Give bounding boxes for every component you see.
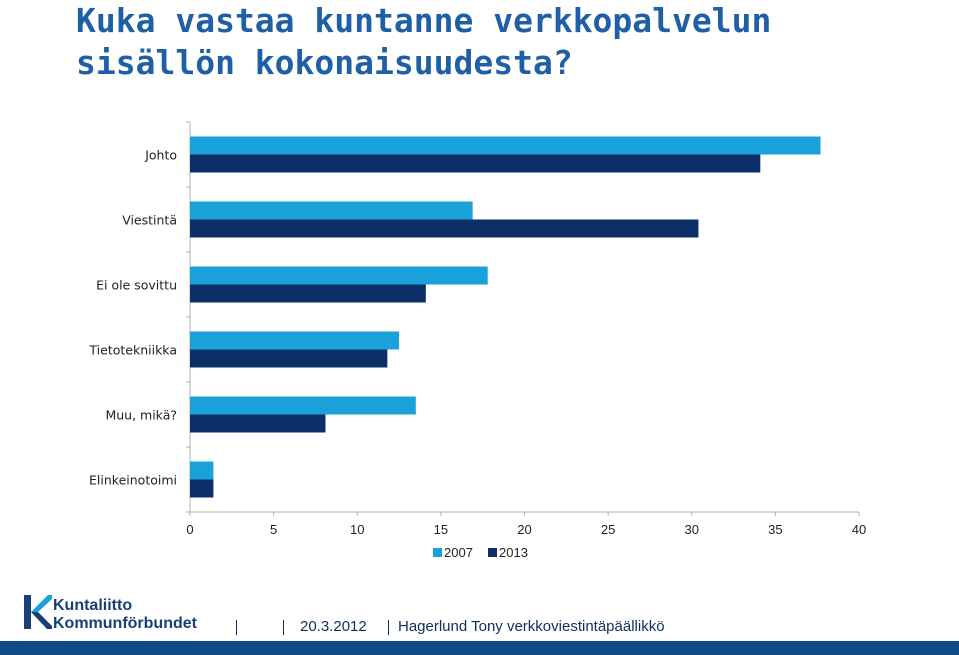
x-tick-label: 30 — [685, 522, 699, 537]
x-tick-label: 0 — [186, 522, 193, 537]
legend-swatch — [433, 548, 442, 557]
logo-line-1: Kuntaliitto — [53, 597, 133, 614]
bar-2013 — [190, 284, 426, 303]
bar-chart: 0 5 10 15 20 25 30 35 40 Johto Viestintä Ei ole sov… — [88, 121, 866, 560]
x-tick-label: 10 — [350, 522, 364, 537]
category-label: Muu, mikä? — [105, 408, 177, 423]
x-tick-label: 15 — [434, 522, 448, 537]
x-tick-label: 5 — [270, 522, 277, 537]
bar-2007 — [190, 136, 821, 155]
footer-separator — [236, 620, 237, 635]
bar-2013 — [190, 219, 699, 238]
bar-2013 — [190, 479, 214, 498]
x-tick-label: 25 — [601, 522, 615, 537]
legend-swatch — [488, 548, 497, 557]
footer-separator — [283, 620, 284, 635]
category-label: Ei ole sovittu — [96, 278, 177, 293]
title-line-1: Kuka vastaa kuntanne verkkopalvelun — [76, 1, 772, 40]
logo-line-2: Kommunförbundet — [53, 615, 197, 632]
page-title: Kuka vastaa kuntanne verkkopalvelun sisä… — [76, 0, 771, 84]
x-tick-label: 35 — [768, 522, 782, 537]
kuntaliitto-logo-icon — [24, 595, 52, 629]
category-label: Tietotekniikka — [88, 343, 177, 358]
bar-2007 — [190, 201, 473, 220]
bar-2013 — [190, 349, 388, 368]
category-label: Elinkeinotoimi — [89, 473, 177, 488]
footer-separator — [388, 620, 389, 635]
bar-2007 — [190, 266, 488, 285]
x-tick-label: 40 — [852, 522, 866, 537]
footer-bar — [0, 641, 959, 655]
bar-2007 — [190, 461, 214, 480]
bar-2007 — [190, 331, 400, 350]
logo-wordmark: Kuntaliitto Kommunförbundet — [53, 597, 197, 633]
legend-label: 2013 — [499, 545, 528, 560]
x-tick-label: 20 — [517, 522, 531, 537]
footer-author: Hagerlund Tony verkkoviestintäpäällikkö — [398, 618, 665, 635]
category-label: Johto — [144, 148, 177, 163]
footer-date: 20.3.2012 — [300, 618, 367, 635]
bar-2013 — [190, 414, 326, 433]
bar-2007 — [190, 396, 416, 415]
category-label: Viestintä — [122, 213, 177, 228]
legend-label: 2007 — [444, 545, 473, 560]
title-line-2: sisällön kokonaisuudesta? — [76, 43, 573, 82]
bar-2013 — [190, 154, 761, 173]
